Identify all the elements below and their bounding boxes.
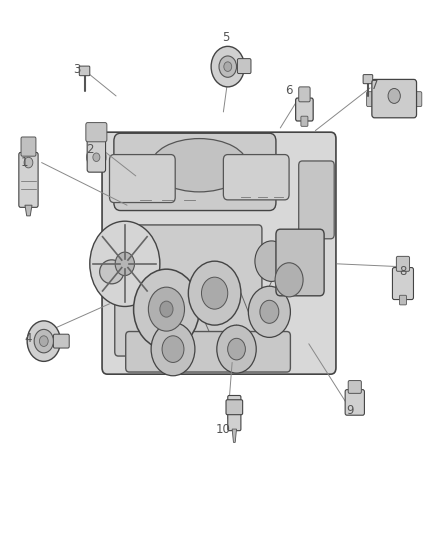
Circle shape (93, 153, 100, 161)
FancyBboxPatch shape (223, 155, 289, 200)
FancyBboxPatch shape (299, 87, 310, 102)
Circle shape (27, 321, 60, 361)
FancyBboxPatch shape (114, 133, 276, 211)
FancyBboxPatch shape (399, 295, 406, 305)
FancyBboxPatch shape (299, 161, 334, 239)
Text: 6: 6 (285, 84, 293, 97)
Text: 10: 10 (216, 423, 231, 435)
Text: 8: 8 (399, 265, 406, 278)
Circle shape (275, 263, 303, 297)
Polygon shape (25, 205, 32, 216)
FancyBboxPatch shape (115, 225, 262, 356)
Text: 2: 2 (86, 143, 94, 156)
FancyBboxPatch shape (228, 395, 241, 431)
Circle shape (148, 287, 184, 331)
FancyBboxPatch shape (226, 400, 243, 415)
Circle shape (87, 146, 106, 169)
FancyBboxPatch shape (79, 66, 90, 76)
Circle shape (211, 46, 244, 87)
Text: 7: 7 (371, 79, 378, 92)
Circle shape (228, 338, 245, 360)
Circle shape (115, 252, 134, 276)
FancyBboxPatch shape (102, 132, 336, 374)
Text: 5: 5 (222, 31, 229, 44)
Text: 9: 9 (346, 404, 354, 417)
Text: 1: 1 (20, 156, 28, 169)
Circle shape (160, 301, 173, 317)
Circle shape (248, 286, 290, 337)
FancyBboxPatch shape (411, 92, 422, 107)
Circle shape (217, 325, 256, 373)
Circle shape (162, 336, 184, 362)
FancyBboxPatch shape (21, 137, 36, 156)
Circle shape (188, 261, 241, 325)
FancyBboxPatch shape (237, 59, 251, 74)
FancyBboxPatch shape (396, 256, 410, 271)
FancyBboxPatch shape (367, 92, 377, 107)
FancyBboxPatch shape (19, 152, 38, 207)
FancyBboxPatch shape (392, 268, 413, 300)
Polygon shape (232, 429, 237, 442)
Circle shape (255, 241, 288, 281)
FancyBboxPatch shape (126, 332, 290, 372)
FancyBboxPatch shape (53, 334, 69, 348)
FancyBboxPatch shape (276, 229, 324, 296)
Circle shape (201, 277, 228, 309)
FancyBboxPatch shape (363, 75, 373, 84)
Ellipse shape (99, 260, 124, 284)
Text: 3: 3 (73, 63, 80, 76)
Text: 4: 4 (25, 332, 32, 345)
Circle shape (151, 322, 195, 376)
FancyBboxPatch shape (296, 98, 313, 121)
FancyBboxPatch shape (345, 390, 364, 415)
Circle shape (219, 56, 237, 77)
FancyBboxPatch shape (301, 116, 308, 126)
FancyBboxPatch shape (348, 381, 361, 393)
Circle shape (24, 157, 33, 168)
Circle shape (90, 221, 160, 306)
Circle shape (134, 269, 199, 349)
Circle shape (224, 62, 232, 71)
FancyBboxPatch shape (87, 137, 106, 172)
Ellipse shape (151, 139, 247, 192)
Circle shape (34, 329, 53, 353)
FancyBboxPatch shape (372, 79, 417, 118)
Circle shape (260, 300, 279, 324)
FancyBboxPatch shape (110, 155, 175, 203)
Circle shape (39, 336, 48, 346)
FancyBboxPatch shape (86, 123, 107, 142)
Circle shape (388, 88, 400, 103)
